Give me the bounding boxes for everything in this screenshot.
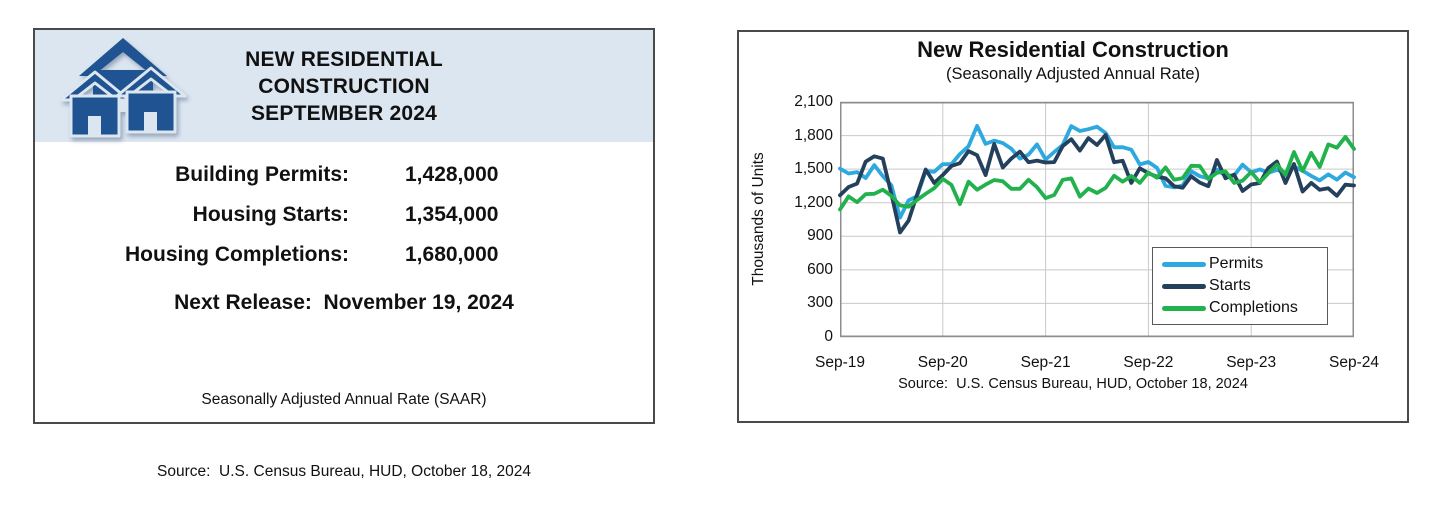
stat-label: Housing Starts: [192,203,349,226]
legend-label: Starts [1209,277,1251,294]
summary-title-line: SEPTEMBER 2024 [250,101,438,125]
x-tick-label: Sep-24 [1329,354,1379,371]
legend-item-permits: Permits [1162,255,1327,273]
stat-label: Building Permits: [175,163,349,186]
x-tick-label: Sep-23 [1226,354,1277,371]
houses-icon [59,34,189,138]
series-permits-line [838,123,1356,220]
next-release-text: Next Release: November 19, 2024 [174,291,514,314]
x-tick-label: Sep-20 [917,354,968,371]
y-tick-label: 300 [807,294,833,312]
y-tick-label: 1,200 [794,193,833,211]
series-completions-line [838,135,1356,212]
y-tick-label: 900 [807,227,833,245]
chart-plot [838,101,1356,338]
y-tick-label: 1,500 [794,160,833,178]
stat-row-building-permits: Building Permits: 1,428,000 [35,155,653,195]
x-tick-label: Sep-22 [1123,354,1174,371]
series-starts-line [838,133,1356,235]
y-tick-label: 1,800 [794,126,833,144]
house-front-left [59,70,131,138]
stat-row-housing-completions: Housing Completions: 1,680,000 [35,235,653,275]
stat-value: 1,354,000 [405,203,499,226]
summary-title: NEW RESIDENTIAL CONSTRUCTION SEPTEMBER 2… [245,46,443,127]
legend-label: Permits [1209,255,1264,272]
stat-value: 1,428,000 [405,163,499,186]
legend-item-starts: Starts [1162,277,1327,295]
y-axis-label: Thousands of Units [750,152,767,286]
y-tick-label: 2,100 [794,93,833,110]
saar-note: Seasonally Adjusted Annual Rate (SAAR) [201,391,487,408]
summary-source: Source: U.S. Census Bureau, HUD, October… [157,463,531,480]
legend-item-completions: Completions [1162,299,1327,317]
summary-title-line: CONSTRUCTION [258,74,430,98]
chart-card: New Residential Construction (Seasonally… [737,30,1409,423]
y-tick-label: 0 [824,328,833,345]
x-tick-label: Sep-21 [1020,354,1071,371]
legend-swatch [1162,261,1206,267]
summary-footnotes: Seasonally Adjusted Annual Rate (SAAR) S… [35,340,653,532]
legend-label: Completions [1209,299,1298,316]
stats-list: Building Permits: 1,428,000 Housing Star… [35,155,653,275]
stat-value: 1,680,000 [405,243,499,266]
x-axis-tick-labels: Sep-19 Sep-20 Sep-21 Sep-22 Sep-23 Sep-24 [815,354,1379,374]
legend-swatch [1162,305,1206,311]
chart-subtitle: (Seasonally Adjusted Annual Rate) [945,65,1201,83]
legend-swatch [1162,283,1206,289]
y-tick-label: 600 [807,260,833,278]
chart-legend: Permits Starts Completions [1152,247,1328,325]
y-axis-tick-labels: 0 300 600 900 1,200 1,500 1,800 2,100 [779,93,833,345]
house-front-right [115,66,187,134]
stat-row-housing-starts: Housing Starts: 1,354,000 [35,195,653,235]
summary-card: NEW RESIDENTIAL CONSTRUCTION SEPTEMBER 2… [33,28,655,480]
chart-source: Source: U.S. Census Bureau, HUD, October… [898,376,1248,392]
x-tick-label: Sep-19 [815,354,865,371]
summary-header: NEW RESIDENTIAL CONSTRUCTION SEPTEMBER 2… [35,30,653,142]
summary-title-line: NEW RESIDENTIAL [245,47,443,71]
chart-title: New Residential Construction [917,37,1229,62]
stat-label: Housing Completions: [125,243,349,266]
